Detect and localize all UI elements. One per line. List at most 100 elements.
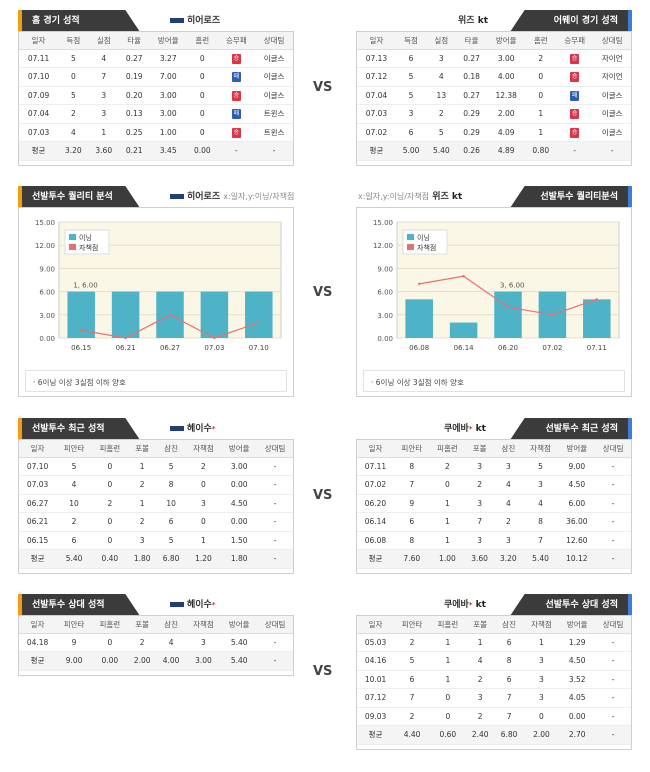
table-cell: 승 xyxy=(217,86,256,105)
table-header-row: 일자 피안타 피홈런 포볼 삼진 자책점 방어율 상대팀 xyxy=(357,616,631,634)
table-cell: 자이언 xyxy=(593,49,631,68)
column-header: 피홈런 xyxy=(91,440,128,458)
column-header: 자책점 xyxy=(523,616,560,634)
x-tick-label: 06.14 xyxy=(454,344,475,352)
y-tick-label: 15.00 xyxy=(35,219,55,227)
table-cell: 06.20 xyxy=(357,494,394,513)
column-header: 포볼 xyxy=(127,440,157,458)
table-cell: 4 xyxy=(426,67,457,87)
quality-left-panel: 15.00 12.00 9.00 6.00 3.00 0.00 06.15 06.21 06.2… xyxy=(18,207,294,397)
table-cell: 3.27 xyxy=(149,49,188,68)
table-row: 07.03 4 0 2 8 0 0.00- xyxy=(19,475,293,495)
quality-left-header: 선발투수 퀄리티 분석 히어로즈 x:일자,y:이닝/자책점 xyxy=(18,186,294,208)
legend-innings-label: 이닝 xyxy=(417,233,430,242)
table-cell: 07.04 xyxy=(357,86,396,105)
home-games-table: 일자 득점 실점 타율 방어율 홈런 승무패 상대팀 07.11 5 4 0.27 3.27 0 승 이글스 0… xyxy=(19,32,293,161)
column-header: 실점 xyxy=(426,32,457,50)
vs-pitcher-right-title: 선발투수 상대 성적 xyxy=(510,594,632,616)
table-cell: 7 xyxy=(393,475,430,495)
away-games-header: 위즈 kt 어웨이 경기 성적 xyxy=(356,10,632,32)
table-cell: - xyxy=(595,549,631,569)
column-header: 포볼 xyxy=(127,616,157,634)
table-cell: 0.18 xyxy=(456,67,487,87)
column-header: 일자 xyxy=(19,32,59,50)
table-cell: 3 xyxy=(523,651,560,671)
table-cell: 7 xyxy=(88,67,119,87)
column-header: 홈런 xyxy=(525,32,556,50)
table-cell: 4 xyxy=(58,123,89,142)
table-cell: 07.10 xyxy=(19,457,57,476)
table-cell: 4 xyxy=(493,475,523,495)
column-header: 상대팀 xyxy=(257,440,293,458)
column-header: 방어율 xyxy=(149,32,188,50)
column-header: 방어율 xyxy=(559,616,596,634)
table-cell: 0 xyxy=(187,104,218,124)
table-cell: 0 xyxy=(58,67,89,87)
win-badge-icon: 승 xyxy=(231,53,241,64)
table-cell: 5.40 xyxy=(522,549,559,569)
table-cell: 3.00 xyxy=(149,104,188,124)
table-cell: 0.25 xyxy=(118,123,150,142)
table-cell: 평균 xyxy=(357,725,395,745)
recent-pitcher-right-header: 쿠에바* kt 선발투수 최근 성적 xyxy=(356,418,632,440)
kt-logo-icon: kt xyxy=(475,600,486,610)
table-row: 07.13 6 3 0.27 3.00 2 승 자이언 xyxy=(357,49,631,68)
table-cell: 0.60 xyxy=(429,725,466,745)
legend-innings-swatch xyxy=(69,234,76,240)
average-row: 평균 5.40 0.40 1.80 6.80 1.20 1.80- xyxy=(19,549,293,569)
table-cell: 3 xyxy=(426,49,457,68)
table-cell: 이글스 xyxy=(593,86,631,105)
heroes-logo-icon xyxy=(170,194,184,199)
table-cell: 07.03 xyxy=(357,104,396,124)
table-cell: 3 xyxy=(523,688,560,708)
table-cell: 3.60 xyxy=(465,549,494,569)
column-header: 득점 xyxy=(395,32,427,50)
table-cell: - xyxy=(595,633,631,652)
table-cell: 3.20 xyxy=(58,141,89,161)
earned-runs-point xyxy=(213,336,216,340)
table-cell: - xyxy=(257,633,293,652)
table-cell: 5 xyxy=(156,457,186,476)
column-header: 자책점 xyxy=(185,616,222,634)
kt-logo-icon: kt xyxy=(475,424,486,434)
table-cell: 7 xyxy=(494,707,524,726)
table-cell: 1.80 xyxy=(127,549,157,569)
table-cell: 3.45 xyxy=(149,141,188,161)
table-cell: 2 xyxy=(91,494,128,513)
table-cell: 5 xyxy=(56,457,92,476)
table-header-row: 일자 득점 실점 타율 방어율 홈런 승무패 상대팀 xyxy=(19,32,293,50)
column-header: 득점 xyxy=(58,32,89,50)
column-header: 피홈런 xyxy=(91,616,128,634)
column-header: 방어율 xyxy=(221,616,258,634)
table-cell: 0.26 xyxy=(456,141,487,161)
x-tick-label: 06.27 xyxy=(160,344,180,352)
table-cell: 12.38 xyxy=(486,86,526,105)
column-header: 피안타 xyxy=(394,616,430,634)
vs-pitcher-left-title: 선발투수 상대 성적 xyxy=(18,594,140,616)
table-cell: 5 xyxy=(156,531,186,550)
table-cell: 4.00 xyxy=(486,67,526,87)
table-header-row: 일자 피안타 피홈런 포볼 삼진 자책점 방어율 상대팀 xyxy=(19,616,293,634)
table-cell: 승 xyxy=(555,104,594,124)
table-cell: - xyxy=(595,670,631,689)
column-header: 상대팀 xyxy=(595,616,631,634)
table-cell: 6.80 xyxy=(156,549,186,569)
column-header: 포볼 xyxy=(465,616,495,634)
table-cell: 4 xyxy=(465,651,495,671)
table-cell: 2 xyxy=(429,457,466,476)
legend-er-label: 자책점 xyxy=(79,243,98,252)
x-tick-label: 06.08 xyxy=(409,344,429,352)
table-cell: 4.50 xyxy=(559,651,596,671)
table-cell: 5 xyxy=(395,67,427,87)
table-cell: 2 xyxy=(465,707,495,726)
table-cell: 09.03 xyxy=(357,707,395,726)
table-cell: 9.00 xyxy=(56,651,92,671)
table-cell: 승 xyxy=(555,67,594,87)
table-cell: 4.89 xyxy=(486,141,526,161)
vs-label-4: VS xyxy=(313,664,333,679)
home-games-header: 홈 경기 성적 히어로즈 xyxy=(18,10,294,32)
quality-note-left: · 6이닝 이상 3실점 이하 양호 xyxy=(33,378,126,387)
table-cell: 승 xyxy=(555,49,594,68)
column-header: 피안타 xyxy=(393,440,430,458)
column-header: 상대팀 xyxy=(257,616,293,634)
